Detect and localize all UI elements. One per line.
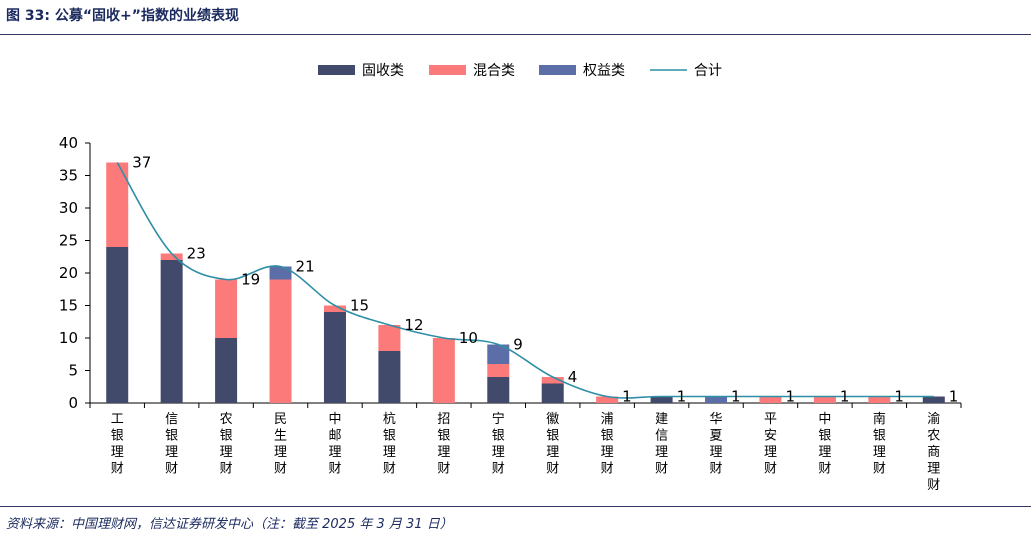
bar-segment-1 <box>160 260 183 403</box>
total-data-label: 23 <box>187 245 206 263</box>
total-data-label: 9 <box>513 336 523 354</box>
total-data-label: 37 <box>132 154 151 172</box>
bar-segment-1 <box>106 247 129 403</box>
chart-legend: 固收类 混合类 权益类 合计 <box>318 63 722 79</box>
legend-label: 固收类 <box>362 63 404 79</box>
top-rule <box>0 34 1031 35</box>
total-data-label: 1 <box>949 388 959 406</box>
bottom-rule <box>0 506 1031 507</box>
bar-segment-3 <box>487 344 510 364</box>
total-data-label: 4 <box>568 368 578 386</box>
bar-segment-1 <box>487 377 510 403</box>
bar-segment-2 <box>215 279 238 338</box>
x-tick-label: 工银理财 <box>111 412 124 477</box>
total-data-label: 12 <box>404 316 423 334</box>
y-tick-label: 20 <box>59 264 78 282</box>
legend-label: 合计 <box>694 63 722 79</box>
legend-label: 权益类 <box>583 63 625 79</box>
total-series-line <box>116 162 934 399</box>
total-data-label: 19 <box>241 271 260 289</box>
bar-segment-2 <box>269 279 292 403</box>
x-tick-label: 中邮理财 <box>328 412 341 477</box>
total-data-label: 21 <box>296 258 315 276</box>
bar-segment-3 <box>269 266 292 280</box>
y-tick-label: 30 <box>59 199 78 217</box>
bar-segment-1 <box>922 396 945 403</box>
x-tick-label: 招银理财 <box>437 412 450 477</box>
total-line <box>116 162 934 399</box>
bar-segment-1 <box>541 383 564 403</box>
total-data-label: 1 <box>785 388 795 406</box>
chart-axes: 0 5 10 15 20 25 30 35 40 工银理财 信银理财 农银理财 民生理财 中邮理财 杭银理财… <box>59 134 962 493</box>
bar-segment-2 <box>432 338 455 403</box>
x-tick-label: 宁银理财 <box>492 411 505 477</box>
legend-swatch-3 <box>539 65 576 75</box>
bar-segment-2 <box>813 396 836 403</box>
chart-bars <box>106 162 945 403</box>
total-data-label: 1 <box>894 388 904 406</box>
y-tick-label: 0 <box>68 394 78 412</box>
x-tick-label: 南银理财 <box>873 411 886 477</box>
bar-segment-2 <box>868 396 891 403</box>
total-data-label: 1 <box>840 388 850 406</box>
y-tick-label: 35 <box>59 167 78 185</box>
figure-title: 图 33: 公募“固收+”指数的业绩表现 <box>6 8 239 24</box>
bar-segment-3 <box>705 396 728 403</box>
data-labels: 37 23 19 21 15 12 10 9 4 1 1 1 1 1 1 1 <box>132 154 958 406</box>
bar-segment-2 <box>596 396 619 403</box>
x-tick-label: 徽银理财 <box>546 412 559 477</box>
bar-segment-2 <box>106 162 129 247</box>
y-tick-label: 25 <box>59 232 78 250</box>
y-tick-label: 15 <box>59 297 78 315</box>
total-data-label: 1 <box>622 388 632 406</box>
bar-segment-2 <box>378 325 401 351</box>
x-tick-label: 浦银理财 <box>601 412 614 477</box>
y-tick-label: 40 <box>59 134 78 152</box>
bar-segment-2 <box>487 364 510 377</box>
legend-swatch-2 <box>429 65 466 75</box>
bar-segment-1 <box>378 351 401 403</box>
x-tick-label: 渝农商理财 <box>927 411 940 493</box>
y-tick-label: 10 <box>59 329 78 347</box>
x-tick-label: 建信理财 <box>655 412 668 477</box>
x-tick-label: 杭银理财 <box>383 412 396 477</box>
total-data-label: 1 <box>677 388 687 406</box>
bar-segment-2 <box>541 377 564 384</box>
bar-segment-2 <box>160 253 183 260</box>
x-tick-label: 信银理财 <box>165 412 178 477</box>
bar-segment-1 <box>215 338 238 403</box>
bar-segment-2 <box>323 305 346 312</box>
bar-segment-1 <box>323 312 346 403</box>
bar-segment-2 <box>759 396 782 403</box>
y-tick-label: 5 <box>68 362 78 380</box>
x-tick-label: 华夏理财 <box>710 412 723 477</box>
legend-label: 混合类 <box>473 63 515 79</box>
total-data-label: 15 <box>350 297 369 315</box>
x-tick-label: 中银理财 <box>818 412 831 477</box>
x-tick-label: 平安理财 <box>764 412 777 477</box>
x-tick-label: 民生理财 <box>274 412 287 477</box>
total-data-label: 1 <box>731 388 741 406</box>
bar-segment-1 <box>650 396 673 403</box>
source-note: 资料来源：中国理财网，信达证券研发中心（注：截至 2025 年 3 月 31 日… <box>6 517 453 532</box>
x-tick-label: 农银理财 <box>220 412 233 477</box>
total-data-label: 10 <box>459 329 478 347</box>
legend-swatch-1 <box>318 65 355 75</box>
